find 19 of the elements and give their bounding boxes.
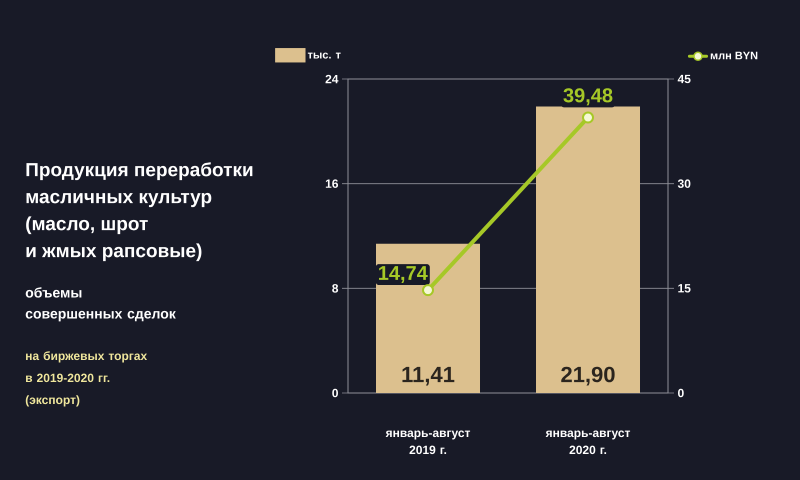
text: объемы совершенных сделок — [26, 287, 176, 322]
text: Продукция переработки масличных культур (масло, шрот и жмых рапсовые) — [26, 162, 252, 262]
y-tick-label: 16 — [326, 179, 338, 188]
y-tick-label: 24 — [326, 74, 338, 84]
y2-tick-label: 0 — [678, 388, 684, 398]
text: на биржевых торгах в 2019-2020 гг. (экспорт) — [26, 351, 148, 406]
legend-label: млн BYN — [710, 52, 758, 60]
x-tick-label: январь-август 2019 г. — [386, 430, 470, 454]
legend-label: тыс. т — [308, 52, 341, 59]
y2-tick-label: 30 — [678, 179, 690, 188]
y-tick-label: 8 — [332, 284, 338, 293]
data-label: 39,48 — [563, 88, 612, 106]
data-label: 11,41 — [402, 366, 454, 386]
data-label: 14,74 — [379, 266, 428, 283]
data-label: 21,90 — [561, 366, 615, 386]
x-tick-label: январь-август 2020 г. — [546, 430, 630, 454]
y2-tick-label: 45 — [678, 74, 691, 84]
y2-tick-label: 15 — [678, 284, 691, 293]
y-tick-label: 0 — [332, 388, 338, 398]
